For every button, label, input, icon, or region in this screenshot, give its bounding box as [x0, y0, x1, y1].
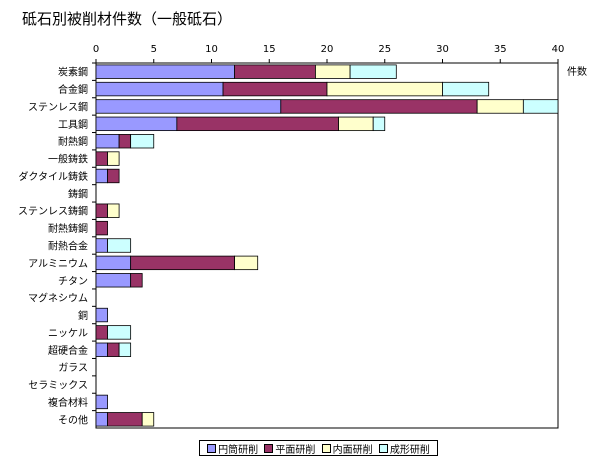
- bar-2-series-2: [476, 99, 524, 114]
- bar-0-series-1: [234, 64, 316, 79]
- category-label-4: 耐熱鋼: [58, 135, 88, 148]
- legend-label-3: 成形研削: [389, 444, 430, 456]
- bar-15-series-1: [95, 325, 108, 340]
- bar-2-series-0: [95, 99, 282, 114]
- legend-label-0: 円筒研削: [218, 444, 259, 456]
- category-label-16: 超硬合金: [48, 344, 88, 357]
- category-label-0: 炭素鋼: [58, 66, 88, 79]
- x-tick-label-8: 40: [552, 44, 565, 55]
- bar-20-series-2: [141, 412, 155, 427]
- category-label-13: マグネシウム: [28, 292, 88, 305]
- bar-9-series-1: [95, 220, 108, 236]
- legend-label-1: 平面研削: [275, 444, 316, 456]
- category-label-2: ステンレス鋼: [28, 100, 88, 113]
- category-label-1: 合金鋼: [58, 83, 88, 96]
- x-axis-unit-label: 件数: [567, 67, 587, 78]
- bar-4-series-1: [118, 134, 132, 149]
- legend-swatch-1: [264, 443, 274, 453]
- bar-14-series-0: [95, 307, 108, 323]
- bar-11-series-2: [234, 255, 259, 271]
- bar-16-series-1: [107, 342, 120, 357]
- bar-16-series-3: [118, 342, 132, 357]
- category-label-5: 一般鋳鉄: [48, 153, 88, 166]
- bar-1-series-1: [222, 81, 328, 97]
- bar-11-series-1: [130, 255, 235, 271]
- category-label-12: チタン: [58, 275, 88, 287]
- bar-10-series-3: [107, 238, 132, 253]
- bar-1-series-2: [326, 81, 443, 97]
- category-label-19: 複合材料: [48, 396, 88, 409]
- x-tick-label-5: 25: [378, 44, 391, 55]
- bar-5-series-2: [107, 151, 120, 166]
- bar-5-series-1: [95, 151, 108, 166]
- legend-item-1: 平面研削: [264, 441, 315, 456]
- legend-label-2: 内面研削: [332, 444, 373, 456]
- bar-3-series-2: [338, 116, 374, 132]
- category-label-7: 鋳鋼: [68, 187, 88, 200]
- chart-legend: 円筒研削 平面研削 内面研削 成形研削: [199, 440, 438, 456]
- bar-3-series-1: [176, 116, 339, 132]
- x-tick-label-4: 20: [321, 44, 334, 55]
- bar-2-series-3: [522, 99, 559, 114]
- category-label-6: ダクタイル鋳鉄: [18, 170, 88, 183]
- bar-1-series-0: [95, 81, 224, 97]
- category-label-15: ニッケル: [48, 327, 88, 339]
- bar-4-series-3: [130, 134, 155, 149]
- x-tick-label-2: 10: [205, 44, 218, 55]
- bar-2-series-1: [280, 99, 478, 114]
- x-tick-label-7: 35: [494, 44, 507, 55]
- category-label-17: ガラス: [58, 362, 88, 374]
- bar-3-series-3: [372, 116, 386, 132]
- bar-12-series-0: [95, 273, 132, 288]
- bar-11-series-0: [95, 255, 132, 271]
- category-label-9: 耐熱鋳鋼: [48, 222, 88, 235]
- legend-swatch-0: [207, 443, 217, 453]
- x-tick-label-6: 30: [436, 44, 449, 55]
- bar-20-series-0: [95, 412, 108, 427]
- legend-swatch-2: [321, 443, 331, 453]
- bar-20-series-1: [107, 412, 143, 427]
- x-tick-label-1: 5: [151, 44, 157, 55]
- bar-3-series-0: [95, 116, 178, 132]
- bar-1-series-3: [442, 81, 490, 97]
- bar-12-series-1: [130, 273, 143, 288]
- bar-8-series-2: [107, 203, 120, 218]
- chart-title: 砥石別被削材件数（一般砥石）: [22, 10, 233, 28]
- category-label-3: 工具鋼: [58, 118, 88, 131]
- x-tick-label-0: 0: [93, 44, 99, 55]
- legend-item-0: 円筒研削: [207, 441, 258, 456]
- category-label-14: 銅: [78, 309, 88, 322]
- legend-item-3: 成形研削: [378, 441, 430, 456]
- bar-0-series-2: [315, 64, 351, 79]
- category-label-10: 耐熱合金: [48, 240, 88, 253]
- bar-10-series-0: [95, 238, 108, 253]
- legend-item-2: 内面研削: [321, 441, 373, 456]
- x-tick-label-3: 15: [263, 44, 276, 55]
- bar-19-series-0: [95, 394, 108, 410]
- bar-0-series-0: [95, 64, 236, 79]
- bar-6-series-1: [107, 168, 120, 184]
- bar-8-series-1: [95, 203, 108, 218]
- bar-15-series-3: [107, 325, 132, 340]
- bar-6-series-0: [95, 168, 108, 184]
- category-label-18: セラミックス: [28, 380, 88, 392]
- bar-16-series-0: [95, 342, 108, 357]
- category-label-8: ステンレス鋳鋼: [18, 205, 88, 218]
- category-label-11: アルミニウム: [28, 258, 88, 270]
- bar-0-series-3: [349, 64, 397, 79]
- category-label-20: その他: [58, 413, 88, 426]
- bar-4-series-0: [95, 134, 120, 149]
- legend-swatch-3: [378, 443, 388, 453]
